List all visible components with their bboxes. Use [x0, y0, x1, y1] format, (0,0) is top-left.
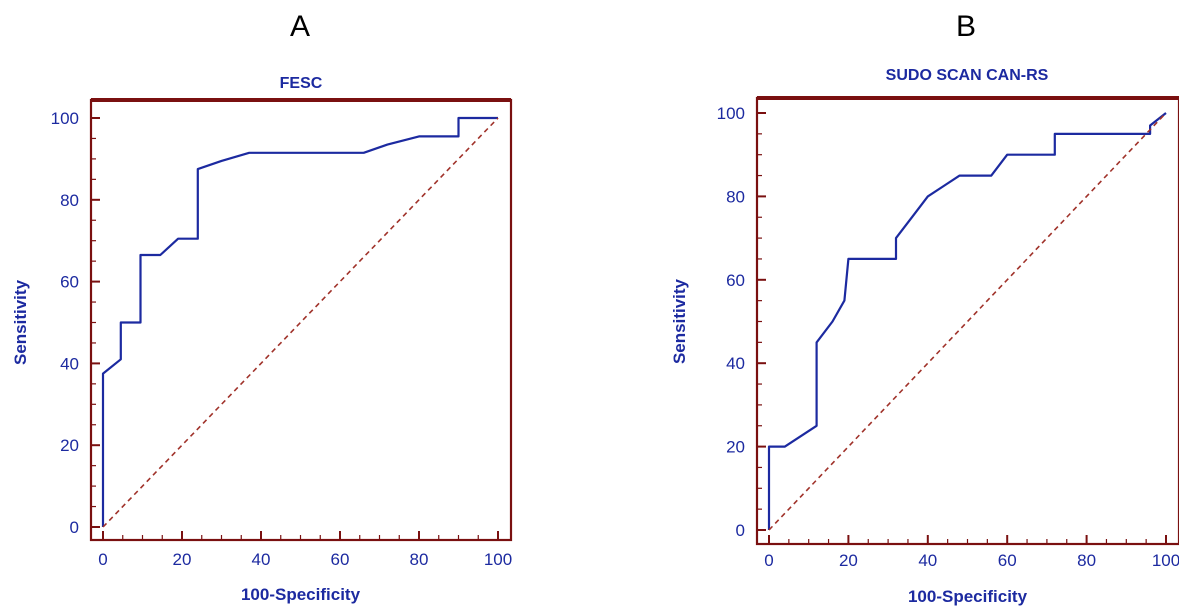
x-tick-label: 0	[764, 551, 773, 570]
x-tick-label: 80	[410, 550, 429, 569]
x-tick-label: 40	[252, 550, 271, 569]
y-tick-label: 80	[726, 187, 745, 206]
y-tick-label: 40	[726, 354, 745, 373]
chart-title: SUDO SCAN CAN-RS	[886, 67, 1049, 84]
y-tick-label: 100	[51, 109, 79, 128]
y-axis-label: Sensitivity	[670, 278, 689, 364]
x-axis-label: 100-Specificity	[241, 585, 361, 604]
x-tick-label: 100	[1152, 551, 1179, 570]
y-axis-label: Sensitivity	[11, 279, 30, 365]
panel-label: B	[956, 10, 976, 43]
y-tick-label: 0	[70, 518, 79, 537]
reference-diagonal-line	[768, 112, 1167, 531]
x-tick-label: 40	[918, 551, 937, 570]
roc-curve-line	[101, 116, 498, 527]
y-tick-label: 60	[60, 273, 79, 292]
y-tick-label: 0	[736, 521, 745, 540]
x-tick-label: 100	[484, 550, 512, 569]
x-tick-label: 20	[839, 551, 858, 570]
y-tick-label: 100	[717, 104, 745, 123]
reference-diagonal-line	[102, 117, 499, 528]
x-tick-label: 0	[98, 550, 107, 569]
roc-curve-line	[767, 112, 1167, 530]
x-tick-label: 60	[998, 551, 1017, 570]
x-tick-label: 20	[173, 550, 192, 569]
y-tick-label: 20	[60, 436, 79, 455]
y-tick-label: 60	[726, 271, 745, 290]
y-tick-label: 40	[60, 354, 79, 373]
y-tick-label: 20	[726, 438, 745, 457]
y-tick-label: 80	[60, 191, 79, 210]
x-tick-label: 60	[331, 550, 350, 569]
panel-label: A	[290, 10, 310, 43]
panel-a: A FESC 0 20 40 60 80 100 0 20 40 60 80 100 100-Specifi…	[11, 10, 512, 604]
panel-b: B SUDO SCAN CAN-RS 0 20 40 60 80 100 0 20 40 60 80 10…	[670, 10, 1179, 606]
chart-title: FESC	[280, 75, 323, 92]
x-axis-label: 100-Specificity	[908, 587, 1028, 606]
x-tick-label: 80	[1077, 551, 1096, 570]
